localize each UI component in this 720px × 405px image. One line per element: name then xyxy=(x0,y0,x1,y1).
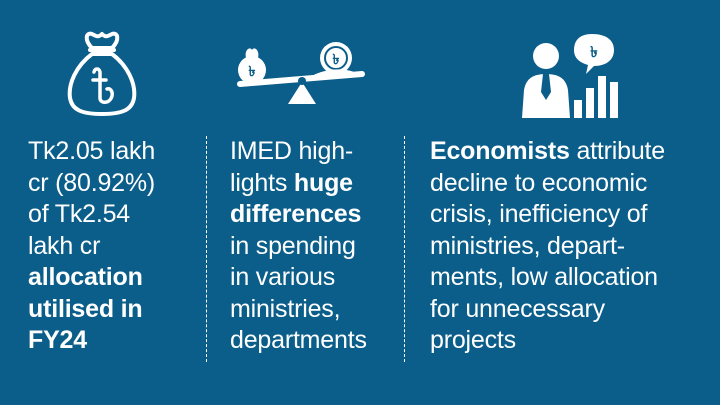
svg-text:৳: ৳ xyxy=(249,64,256,80)
text-line: ministries, depart- xyxy=(430,231,665,263)
text-line: allocation xyxy=(28,262,155,294)
text-line: projects xyxy=(430,325,665,357)
bold-text-segment: huge xyxy=(293,168,353,197)
text-line: IMED high- xyxy=(230,136,367,168)
text-line: for unnecessary xyxy=(430,294,665,326)
text-segment: of Tk2.54 xyxy=(28,200,130,228)
text-line: Tk2.05 lakh xyxy=(28,136,155,168)
text-line: differences xyxy=(230,199,367,231)
text-segment: attribute xyxy=(569,137,665,165)
text-line: lights huge xyxy=(230,168,367,200)
text-line: departments xyxy=(230,325,367,357)
imed-text: IMED high-lights huge differences in spend… xyxy=(230,136,367,357)
bold-text-segment: differences xyxy=(230,200,362,228)
text-line: of Tk2.54 xyxy=(28,199,155,231)
column-allocation: Tk2.05 lakh cr (80.92%) of Tk2.54 lakh cr al… xyxy=(0,0,205,405)
text-line: in various xyxy=(230,262,367,294)
text-segment: for unnecessary xyxy=(430,294,605,323)
text-segment: IMED high- xyxy=(230,137,354,165)
bold-text-segment: utilised in xyxy=(28,294,143,323)
economist-chart-icon: ৳ xyxy=(516,30,620,127)
text-line: cr (80.92%) xyxy=(28,168,155,200)
column-imed: ৳ ৳ IMED high-lights huge differences in s… xyxy=(208,0,398,405)
text-line: FY24 xyxy=(28,325,155,357)
balance-scale-taka-icon: ৳ ৳ xyxy=(236,40,366,111)
text-segment: crisis, inefficiency of xyxy=(430,200,648,228)
svg-text:৳: ৳ xyxy=(590,43,598,61)
text-line: crisis, inefficiency of xyxy=(430,199,665,231)
text-segment: ments, low allocation xyxy=(430,263,658,291)
text-segment: Tk2.05 lakh xyxy=(28,137,156,165)
text-segment: ministries, depart- xyxy=(430,231,625,260)
text-line: utilised in xyxy=(28,294,155,326)
text-segment: in various xyxy=(230,263,335,291)
column-economists: ৳ Economists attribute decline to economi… xyxy=(408,0,720,405)
text-segment: projects xyxy=(430,326,516,354)
text-line: lakh cr xyxy=(28,231,155,263)
text-segment: ministries, xyxy=(230,294,341,323)
allocation-text: Tk2.05 lakh cr (80.92%) of Tk2.54 lakh cr al… xyxy=(28,136,155,357)
text-segment: departments xyxy=(230,326,367,354)
text-line: in spending xyxy=(230,231,367,263)
text-line: decline to economic xyxy=(430,168,665,200)
svg-text:৳: ৳ xyxy=(333,52,340,68)
text-segment: lights xyxy=(230,168,294,197)
text-line: Economists attribute xyxy=(430,136,665,168)
bold-text-segment: allocation xyxy=(28,263,143,291)
divider-1 xyxy=(206,136,207,362)
bold-text-segment: Economists xyxy=(430,137,570,165)
text-segment: decline to economic xyxy=(430,168,648,197)
text-segment: cr (80.92%) xyxy=(28,168,156,197)
text-line: ments, low allocation xyxy=(430,262,665,294)
text-segment: lakh cr xyxy=(28,231,101,260)
text-line: ministries, xyxy=(230,294,367,326)
bold-text-segment: FY24 xyxy=(28,326,87,354)
money-bag-taka-icon xyxy=(62,28,142,125)
divider-2 xyxy=(404,136,405,362)
economists-text: Economists attribute decline to economic c… xyxy=(430,136,665,357)
text-segment: in spending xyxy=(230,231,356,260)
